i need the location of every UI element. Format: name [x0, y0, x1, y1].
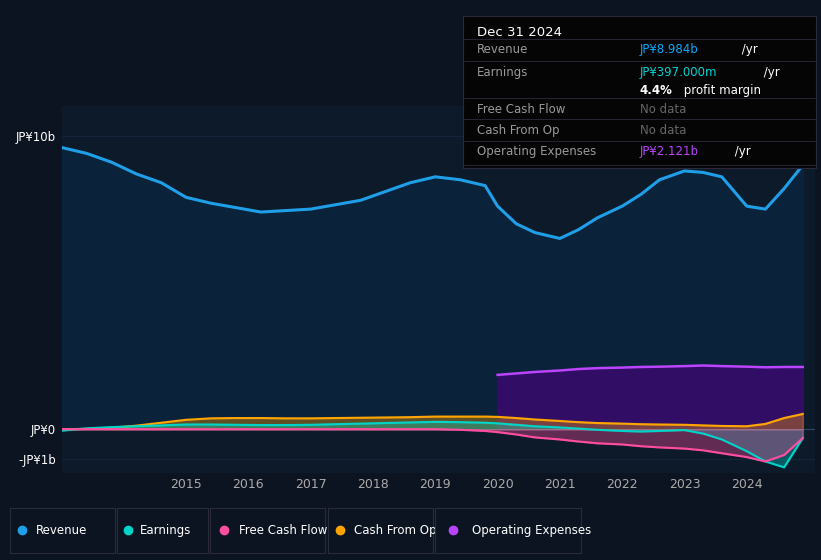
Text: Cash From Op: Cash From Op — [354, 524, 436, 537]
Text: Free Cash Flow: Free Cash Flow — [239, 524, 328, 537]
Text: JP¥397.000m: JP¥397.000m — [640, 66, 717, 79]
Text: profit margin: profit margin — [680, 84, 761, 97]
Text: Dec 31 2024: Dec 31 2024 — [477, 26, 562, 39]
Text: Earnings: Earnings — [477, 66, 529, 79]
Text: No data: No data — [640, 124, 686, 137]
Text: /yr: /yr — [759, 66, 779, 79]
Text: Revenue: Revenue — [477, 43, 529, 56]
Text: No data: No data — [640, 102, 686, 115]
Text: /yr: /yr — [738, 43, 758, 56]
Text: Cash From Op: Cash From Op — [477, 124, 560, 137]
Text: JP¥8.984b: JP¥8.984b — [640, 43, 699, 56]
Text: JP¥2.121b: JP¥2.121b — [640, 145, 699, 158]
Text: /yr: /yr — [732, 145, 751, 158]
Text: Revenue: Revenue — [36, 524, 88, 537]
Text: Earnings: Earnings — [140, 524, 191, 537]
Text: Free Cash Flow: Free Cash Flow — [477, 102, 566, 115]
Text: Operating Expenses: Operating Expenses — [472, 524, 591, 537]
Text: 4.4%: 4.4% — [640, 84, 672, 97]
Text: Operating Expenses: Operating Expenses — [477, 145, 596, 158]
